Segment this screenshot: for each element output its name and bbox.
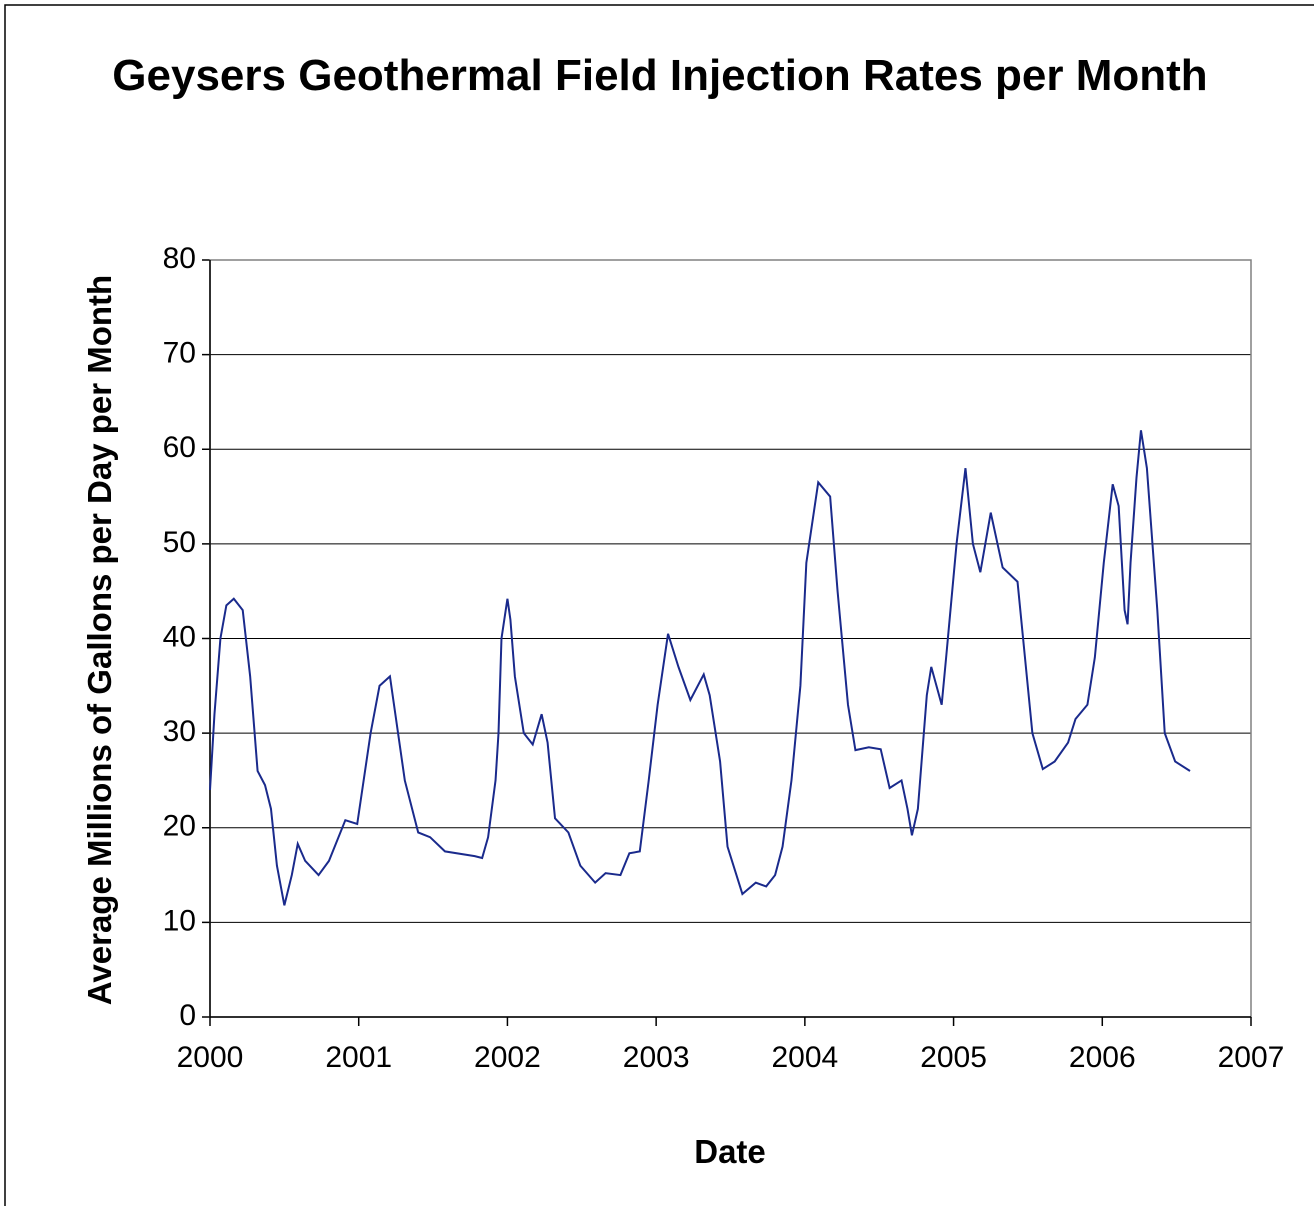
x-tick-label: 2001 xyxy=(325,1041,392,1074)
y-tick-label: 30 xyxy=(163,715,196,748)
x-tick-label: 2005 xyxy=(920,1041,987,1074)
y-tick-label: 10 xyxy=(163,904,196,937)
chart-title: Geysers Geothermal Field Injection Rates… xyxy=(112,51,1208,100)
x-tick-label: 2007 xyxy=(1218,1041,1285,1074)
y-tick-label: 50 xyxy=(163,526,196,559)
y-tick-label: 60 xyxy=(163,431,196,464)
y-tick-label: 70 xyxy=(163,337,196,370)
y-tick-label: 80 xyxy=(163,242,196,275)
x-axis-label: Date xyxy=(694,1133,766,1170)
x-tick-label: 2004 xyxy=(771,1041,838,1074)
x-tick-label: 2003 xyxy=(623,1041,690,1074)
y-tick-label: 0 xyxy=(179,999,196,1032)
chart-frame xyxy=(4,4,1314,1206)
data-line xyxy=(209,430,1191,906)
x-tick-label: 2002 xyxy=(474,1041,541,1074)
y-tick-label: 20 xyxy=(163,810,196,843)
x-tick-label: 2000 xyxy=(177,1041,244,1074)
y-axis-label: Average Millions of Gallons per Day per … xyxy=(81,274,118,1006)
x-tick-label: 2006 xyxy=(1069,1041,1136,1074)
y-tick-label: 40 xyxy=(163,620,196,653)
